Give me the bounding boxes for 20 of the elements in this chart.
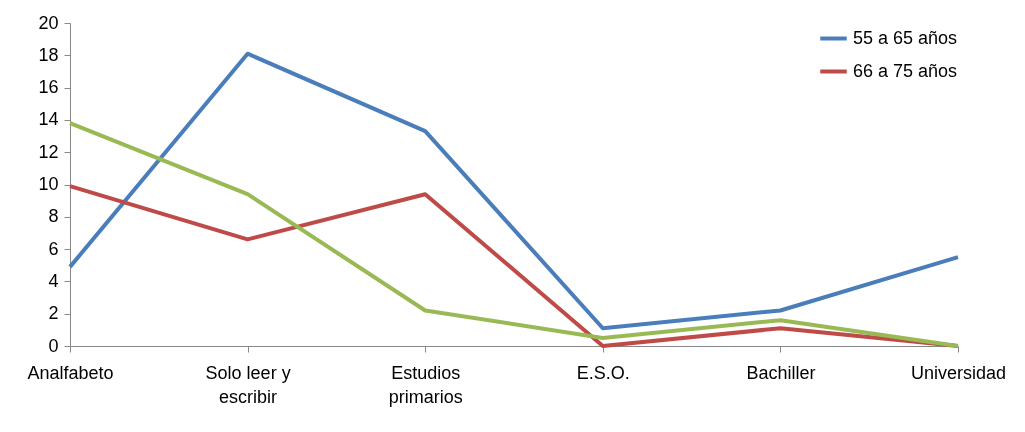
y-tick-label: 12: [38, 141, 59, 162]
legend-label: 66 a 75 años: [853, 60, 958, 81]
y-tick-label: 14: [38, 109, 59, 130]
x-tick-label: Universidad: [910, 362, 1007, 383]
y-tick-label: 6: [48, 238, 59, 259]
x-tick-label: Solo leer y escribir: [205, 362, 291, 407]
line-series: [68, 51, 960, 331]
y-tick-label: 18: [38, 44, 59, 65]
x-tick-label: Estudios primarios: [388, 362, 463, 407]
x-tick-label: Bachiller: [746, 362, 816, 383]
y-tick-label: 0: [48, 335, 59, 356]
y-tick-label: 20: [38, 12, 59, 33]
y-tick-label: 4: [48, 270, 59, 291]
y-tick-label: 8: [48, 206, 59, 227]
y-tick-label: 10: [38, 174, 59, 194]
y-tick-label: 16: [38, 77, 59, 98]
x-tick-label: Analfabeto: [27, 362, 114, 383]
legend-label: 55 a 65 años: [853, 27, 958, 48]
x-tick-label: E.S.O.: [576, 362, 630, 383]
y-tick-label: 2: [48, 303, 59, 324]
